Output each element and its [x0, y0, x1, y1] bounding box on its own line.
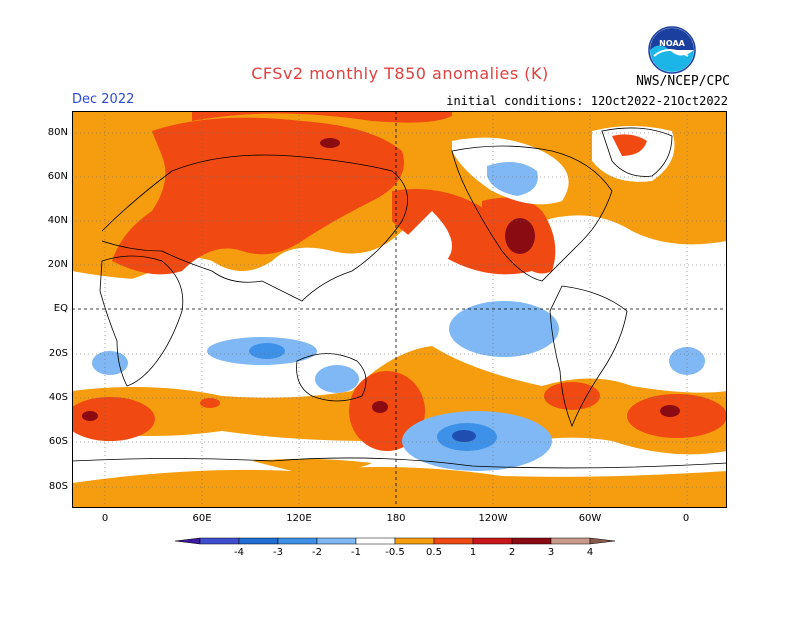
eurasia-red [112, 117, 404, 275]
lat-label: 40N [47, 215, 68, 226]
noaa-logo-icon: NOAA [648, 26, 696, 74]
npacific-red [392, 189, 534, 275]
namerica-coast [451, 145, 613, 282]
colorbar [174, 537, 616, 545]
lat-label: 80N [47, 127, 68, 138]
anomaly-map [72, 111, 727, 508]
lon-label: 0 [101, 513, 109, 524]
colorbar-label: -4 [234, 547, 244, 558]
colorbar-cell [589, 537, 616, 545]
pacific-cold [449, 301, 559, 357]
lat-label: 20S [48, 348, 68, 359]
colorbar-cell [472, 537, 513, 545]
colorbar-cell [238, 537, 279, 545]
colorbar-label: -3 [273, 547, 283, 558]
colorbar-cell [511, 537, 552, 545]
colorbar-label: 2 [508, 547, 516, 558]
colorbar-cell [174, 537, 201, 545]
colorbar-label: 1 [469, 547, 477, 558]
lat-label: 40S [48, 392, 68, 403]
lon-label: 180 [386, 513, 406, 524]
lon-label: 120W [478, 513, 508, 524]
colorbar-cell [355, 537, 396, 545]
colorbar-label: -0.5 [385, 547, 405, 558]
australia-coast [296, 353, 367, 402]
canada-cold [487, 162, 538, 196]
lat-label: 20N [47, 259, 68, 270]
colorbar-cell [394, 537, 435, 545]
colorbar-cell [316, 537, 357, 545]
antarctic-warm [72, 467, 727, 508]
africa-coast [99, 255, 184, 387]
colorbar-label: -1 [351, 547, 361, 558]
lon-label: 0 [682, 513, 690, 524]
lon-label: 60E [192, 513, 212, 524]
lat-label: 80S [48, 481, 68, 492]
colorbar-label: -2 [312, 547, 322, 558]
colorbar-label: 0.5 [426, 547, 442, 558]
colorbar-cell [199, 537, 240, 545]
colorbar-label: 3 [547, 547, 555, 558]
initial-conditions-label: initial conditions: 12Oct2022-21Oct2022 [446, 94, 728, 108]
arctic-red [192, 111, 452, 123]
chart-title: CFSv2 monthly T850 anomalies (K) [251, 64, 549, 83]
south-atlantic-red [72, 397, 155, 441]
colorbar-cell [550, 537, 591, 545]
greenland-coast [601, 127, 673, 177]
lon-label: 120E [286, 513, 312, 524]
south-indian-red [627, 394, 727, 438]
tasman-red [349, 371, 425, 451]
lat-label: 60N [47, 171, 68, 182]
svg-text:NOAA: NOAA [659, 39, 685, 48]
colorbar-cell [277, 537, 318, 545]
colorbar-label: 4 [586, 547, 594, 558]
lat-label: 60S [48, 436, 68, 447]
forecast-month: Dec 2022 [72, 92, 135, 107]
antarctica-coast [72, 457, 727, 469]
agency-label: NWS/NCEP/CPC [636, 74, 730, 89]
lat-label: EQ [53, 303, 68, 314]
lon-label: 60W [578, 513, 602, 524]
colorbar-cell [433, 537, 474, 545]
samerica-coast [549, 285, 628, 428]
eurasia-coast [101, 154, 409, 302]
